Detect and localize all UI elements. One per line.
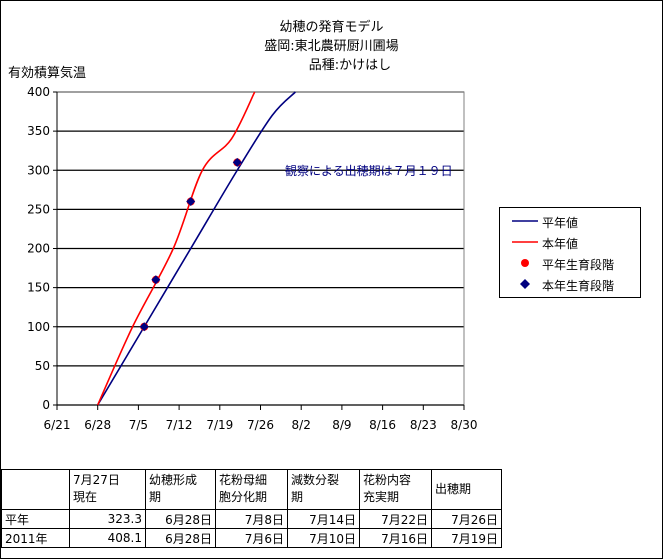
table-cell: 6月28日 xyxy=(145,509,216,529)
chart-title-line-1: 幼穂の発育モデル xyxy=(279,20,384,35)
y-tick-label: 0 xyxy=(42,398,50,412)
chart-title-line-3: 品種:かけはし xyxy=(308,58,392,73)
annotation-heading-date: 観察による出穂期は７月１９日 xyxy=(285,164,453,178)
series-layer xyxy=(96,91,296,406)
stage-point-diamond-1 xyxy=(151,275,161,285)
table-cell: 408.1 xyxy=(69,528,146,548)
legend-label: 平年生育段階 xyxy=(542,258,615,272)
x-tick-label: 6/21 xyxy=(44,418,71,432)
y-tick-label: 150 xyxy=(27,281,50,295)
legend: 平年値 本年値 平年生育段階 本年生育段階 xyxy=(499,207,641,298)
x-tick-label: 8/9 xyxy=(332,418,351,432)
stage-point-diamond-2 xyxy=(186,197,196,207)
legend-item-current-line: 本年値 xyxy=(500,232,640,252)
stage-point-diamond-3 xyxy=(232,157,242,167)
table-row: 平年 323.3 6月28日 7月8日 7月14日 7月22日 7月26日 xyxy=(1,509,502,529)
table-cell: 7月22日 xyxy=(359,509,432,529)
table-cell: 7月14日 xyxy=(287,509,360,529)
table-cell: 7月16日 xyxy=(359,528,432,548)
chart-title-line-2: 盛岡:東北農研厨川圃場 xyxy=(264,39,399,54)
header-cell: 減数分裂期 xyxy=(287,469,360,510)
axes xyxy=(53,91,465,410)
table-cell: 7月26日 xyxy=(431,509,502,529)
stage-point-diamond-0 xyxy=(139,322,149,332)
legend-label: 本年値 xyxy=(542,237,579,251)
y-tick-label: 350 xyxy=(27,124,50,138)
header-cell: 花粉内容 充実期 xyxy=(359,469,432,510)
table-row: 2011年 408.1 6月28日 7月6日 7月10日 7月16日 7月19日 xyxy=(1,528,502,548)
x-tick-label: 7/19 xyxy=(206,418,233,432)
table-cell: 6月28日 xyxy=(145,528,216,548)
x-tick-label: 7/26 xyxy=(247,418,274,432)
growth-stage-table: 7月27日 現在 幼穂形成期 花粉母細 胞分化期 減数分裂期 花粉内容 充実期 出穂期… xyxy=(1,469,502,548)
legend-item-current-stage: 本年生育段階 xyxy=(500,274,640,294)
x-tick-label: 6/28 xyxy=(84,418,111,432)
header-cell: 花粉母細 胞分化期 xyxy=(215,469,288,510)
row-label: 2011年 xyxy=(1,528,70,548)
tick-labels: 0 50 100 150 200 250 300 350 400 6/21 6/28 7/5 7/12 7… xyxy=(27,85,477,432)
legend-diamond-navy-icon xyxy=(520,279,530,289)
y-tick-label: 50 xyxy=(35,359,50,373)
legend-line-navy-icon xyxy=(512,220,538,222)
chart-canvas: 0 50 100 150 200 250 300 350 400 6/21 6/28 7/5 7/12 7… xyxy=(27,85,477,432)
legend-line-red-icon xyxy=(512,241,538,243)
table-cell: 323.3 xyxy=(69,509,146,529)
x-tick-label: 8/23 xyxy=(410,418,437,432)
y-tick-label: 100 xyxy=(27,320,50,334)
table-cell: 7月10日 xyxy=(287,528,360,548)
x-tick-label: 7/5 xyxy=(129,418,148,432)
legend-item-normal-stage: 平年生育段階 xyxy=(500,253,640,273)
x-tick-label: 8/30 xyxy=(451,418,478,432)
header-cell: 出穂期 xyxy=(431,469,502,510)
x-tick-label: 8/2 xyxy=(292,418,311,432)
row-label: 平年 xyxy=(1,509,70,529)
y-tick-label: 200 xyxy=(27,242,50,256)
legend-label: 平年値 xyxy=(542,216,579,230)
series-line-0 xyxy=(97,91,296,406)
table-cell: 7月6日 xyxy=(215,528,288,548)
y-tick-label: 250 xyxy=(27,202,50,216)
table-header-row: 7月27日 現在 幼穂形成期 花粉母細 胞分化期 減数分裂期 花粉内容 充実期 出穂期 xyxy=(1,469,502,510)
header-cell: 幼穂形成期 xyxy=(145,469,216,510)
y-tick-label: 300 xyxy=(27,163,50,177)
header-cell: 7月27日 現在 xyxy=(69,469,146,510)
table-cell: 7月8日 xyxy=(215,509,288,529)
legend-label: 本年生育段階 xyxy=(542,279,615,293)
legend-item-normal-line: 平年値 xyxy=(500,211,640,231)
legend-circle-red-icon xyxy=(521,259,529,267)
y-tick-label: 400 xyxy=(27,85,50,99)
x-tick-label: 7/12 xyxy=(166,418,193,432)
series-line-1 xyxy=(96,91,256,406)
table-cell: 7月19日 xyxy=(431,528,502,548)
x-tick-label: 8/16 xyxy=(369,418,396,432)
header-cell-blank xyxy=(1,469,70,510)
y-axis-label: 有効積算気温 xyxy=(8,66,87,81)
